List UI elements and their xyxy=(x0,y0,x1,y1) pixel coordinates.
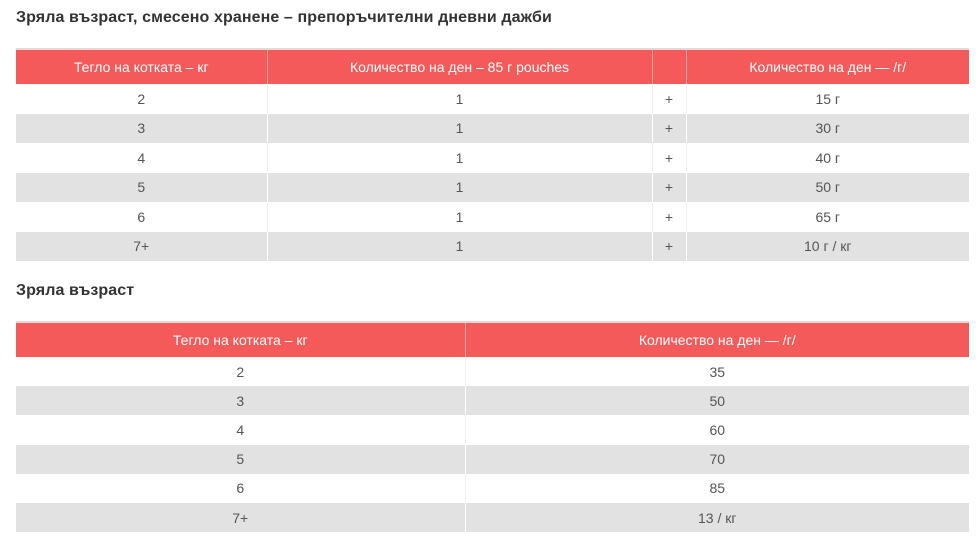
cell-grams: 65 г xyxy=(686,202,969,232)
cell-weight: 7+ xyxy=(16,502,466,533)
table-row: 3 1 + 30 г xyxy=(16,113,969,143)
cell-weight: 2 xyxy=(16,357,466,387)
table-header-row: Тегло на котката – кг Количество на ден … xyxy=(16,321,969,357)
header-cat-weight: Тегло на котката – кг xyxy=(16,321,466,357)
cell-grams: 60 xyxy=(465,415,969,445)
table-row: 2 35 xyxy=(16,357,969,387)
mixed-feeding-table: Тегло на котката – кг Количество на ден … xyxy=(16,48,969,261)
dry-feeding-title: Зряла възраст xyxy=(16,282,135,299)
table-header-row: Тегло на котката – кг Количество на ден … xyxy=(16,48,969,84)
cell-pouches: 1 xyxy=(267,84,653,114)
table-row: 4 60 xyxy=(16,415,969,445)
dry-feeding-table: Тегло на котката – кг Количество на ден … xyxy=(16,321,969,533)
cell-plus: + xyxy=(652,113,687,143)
cell-weight: 2 xyxy=(16,84,268,114)
mixed-feeding-title: Зряла възраст, смесено хранене – препоръ… xyxy=(16,9,552,26)
header-plus-column xyxy=(652,48,687,84)
table-row: 6 1 + 65 г xyxy=(16,202,969,232)
cell-weight: 4 xyxy=(16,415,466,445)
cell-plus: + xyxy=(652,202,687,232)
cell-grams: 40 г xyxy=(686,143,969,173)
cell-grams: 30 г xyxy=(686,113,969,143)
table-row: 5 1 + 50 г xyxy=(16,172,969,202)
cell-weight: 6 xyxy=(16,202,268,232)
cell-plus: + xyxy=(652,231,687,261)
table-row: 5 70 xyxy=(16,444,969,474)
cell-pouches: 1 xyxy=(267,231,653,261)
header-cat-weight: Тегло на котката – кг xyxy=(16,48,268,84)
table-row: 2 1 + 15 г xyxy=(16,84,969,114)
table-row: 7+ 13 / кг xyxy=(16,502,969,533)
cell-plus: + xyxy=(652,143,687,173)
cell-weight: 5 xyxy=(16,444,466,474)
cell-pouches: 1 xyxy=(267,172,653,202)
table-row: 3 50 xyxy=(16,386,969,416)
cell-weight: 5 xyxy=(16,172,268,202)
cell-grams: 85 xyxy=(465,473,969,503)
cell-pouches: 1 xyxy=(267,113,653,143)
cell-grams: 50 г xyxy=(686,172,969,202)
cell-weight: 4 xyxy=(16,143,268,173)
cell-weight: 6 xyxy=(16,473,466,503)
header-pouches-per-day: Количество на ден – 85 г pouches xyxy=(267,48,653,84)
table-row: 7+ 1 + 10 г / кг xyxy=(16,231,969,261)
cell-weight: 7+ xyxy=(16,231,268,261)
cell-weight: 3 xyxy=(16,386,466,416)
cell-grams: 13 / кг xyxy=(465,502,969,533)
cell-pouches: 1 xyxy=(267,143,653,173)
cell-plus: + xyxy=(652,172,687,202)
cell-pouches: 1 xyxy=(267,202,653,232)
cell-plus: + xyxy=(652,84,687,114)
header-grams-per-day: Количество на ден — /г/ xyxy=(686,48,969,84)
cell-grams: 10 г / кг xyxy=(686,231,969,261)
table-row: 4 1 + 40 г xyxy=(16,143,969,173)
header-grams-per-day: Количество на ден — /г/ xyxy=(465,321,969,357)
table-row: 6 85 xyxy=(16,473,969,503)
cell-grams: 35 xyxy=(465,357,969,387)
cell-grams: 70 xyxy=(465,444,969,474)
cell-grams: 50 xyxy=(465,386,969,416)
cell-grams: 15 г xyxy=(686,84,969,114)
cell-weight: 3 xyxy=(16,113,268,143)
